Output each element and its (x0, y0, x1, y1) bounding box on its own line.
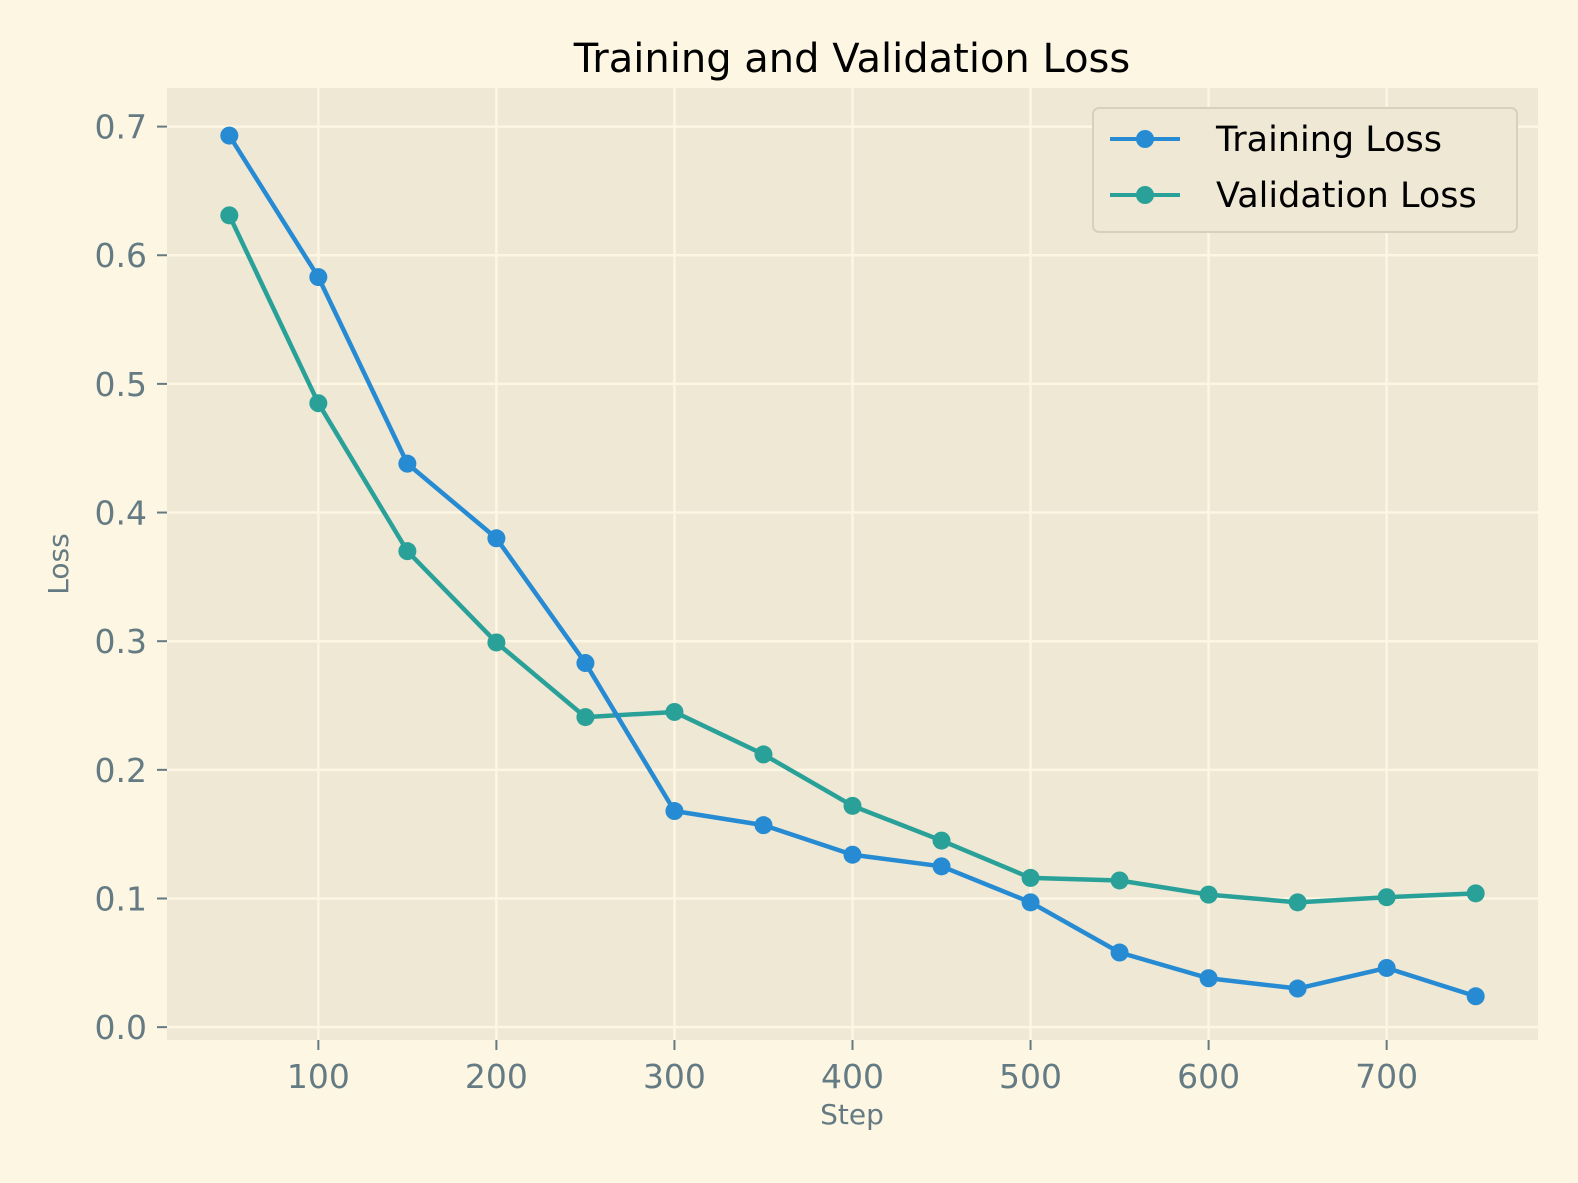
y-tick-label: 0.1 (95, 879, 147, 918)
data-point (576, 654, 595, 673)
x-tick-label: 400 (821, 1057, 884, 1096)
y-axis: 0.0 0.1 0.2 0.3 0.4 0.5 0.6 0.7 (95, 108, 167, 1047)
data-point (665, 802, 684, 821)
x-tick-label: 100 (287, 1057, 350, 1096)
series-training-loss (220, 126, 1485, 1006)
data-point (754, 816, 773, 835)
data-point (1110, 871, 1129, 890)
y-tick-label: 0.5 (95, 365, 147, 404)
x-tick-label: 300 (643, 1057, 706, 1096)
data-point (398, 454, 417, 473)
legend: Training Loss Validation Loss (1092, 107, 1518, 233)
chart-title: Training and Validation Loss (573, 36, 1130, 82)
data-point (1199, 969, 1218, 988)
x-axis: 100 200 300 400 500 600 700 (287, 1040, 1418, 1096)
legend-box (1092, 107, 1518, 233)
y-tick-label: 0.6 (95, 236, 147, 275)
data-point (1021, 868, 1040, 887)
data-point (398, 542, 417, 561)
data-point (309, 394, 328, 413)
data-point (1466, 884, 1485, 903)
x-tick-label: 200 (465, 1057, 528, 1096)
data-point (1021, 893, 1040, 912)
grid (167, 88, 1538, 1040)
y-tick-label: 0.0 (95, 1008, 147, 1047)
x-tick-label: 700 (1355, 1057, 1418, 1096)
y-tick-label: 0.3 (95, 622, 147, 661)
data-point (754, 745, 773, 764)
data-point (487, 633, 506, 652)
x-tick-label: 500 (999, 1057, 1062, 1096)
legend-label-training: Training Loss (1215, 120, 1442, 160)
y-axis-label: Loss (42, 533, 75, 594)
y-tick-label: 0.7 (95, 108, 147, 147)
data-point (843, 845, 862, 864)
data-point (1288, 893, 1307, 912)
legend-label-validation: Validation Loss (1216, 176, 1477, 216)
x-axis-label: Step (820, 1098, 884, 1131)
data-point (1199, 885, 1218, 904)
data-point (220, 206, 239, 225)
data-point (1466, 987, 1485, 1006)
data-point (1377, 958, 1396, 977)
data-point (576, 708, 595, 727)
data-point (309, 268, 328, 287)
legend-marker-validation (1136, 186, 1154, 204)
legend-marker-training (1136, 130, 1154, 148)
data-point (843, 796, 862, 815)
data-point (1377, 888, 1396, 907)
data-point (487, 529, 506, 548)
y-tick-label: 0.4 (95, 494, 147, 533)
x-tick-label: 600 (1177, 1057, 1240, 1096)
data-point (220, 126, 239, 145)
data-point (932, 831, 951, 850)
data-point (665, 702, 684, 721)
y-tick-label: 0.2 (95, 751, 147, 790)
data-point (932, 857, 951, 876)
data-point (1288, 979, 1307, 998)
data-point (1110, 943, 1129, 962)
series-validation-loss (220, 206, 1485, 912)
series-group (220, 126, 1485, 1006)
